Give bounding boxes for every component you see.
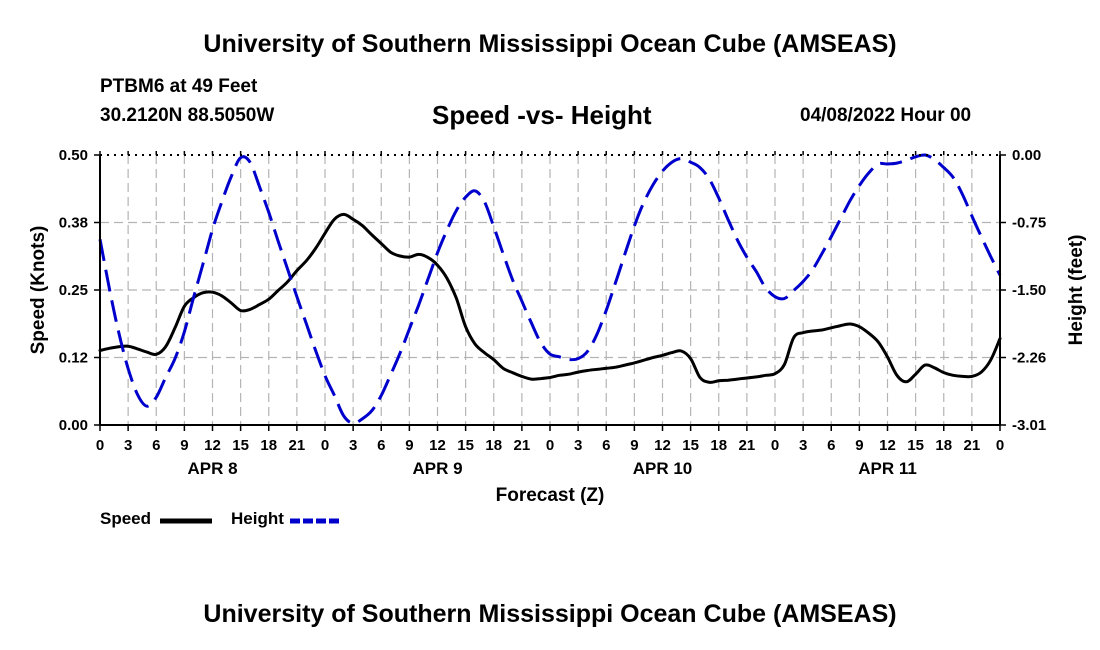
x-tick-label: 12 [204,437,221,454]
main-title: University of Southern Mississippi Ocean… [203,30,897,58]
legend-speed-label: Speed [100,509,152,528]
day-label: APR 10 [633,459,693,478]
y-left-tick-label: 0.00 [59,417,88,434]
x-tick-label: 0 [996,437,1004,454]
y-left-tick-label: 0.12 [59,350,88,367]
height-series-line [98,153,1002,425]
grid [94,151,1006,431]
y-left-tick-label: 0.38 [59,215,88,232]
y-left-tick-label: 0.25 [59,282,88,299]
y-right-tick-label: -3.01 [1012,417,1046,434]
footer-title: University of Southern Mississippi Ocean… [203,600,897,628]
chart-title: Speed -vs- Height [432,100,652,130]
x-tick-label: 0 [546,437,554,454]
legend-height-label: Height [231,509,284,528]
x-tick-label: 6 [827,437,835,454]
x-tick-label: 15 [907,437,924,454]
chart-datetime: 04/08/2022 Hour 00 [800,105,972,126]
y-right-tick-label: -0.75 [1012,215,1046,232]
x-tick-label: 15 [457,437,474,454]
x-tick-label: 9 [855,437,863,454]
x-tick-label: 3 [124,437,132,454]
axes [99,154,1001,426]
series-layer [98,153,1002,425]
x-axis-label: Forecast (Z) [496,485,605,506]
y-left-tick-label: 0.50 [59,147,88,164]
x-tick-label: 9 [405,437,413,454]
x-tick-label: 15 [682,437,699,454]
x-tick-label: 6 [602,437,610,454]
x-tick-label: 12 [879,437,896,454]
x-tick-label: 3 [574,437,582,454]
x-tick-label: 12 [429,437,446,454]
day-label: APR 9 [412,459,462,478]
speed-series-line [98,212,1002,384]
x-tick-label: 3 [349,437,357,454]
y-right-tick-label: 0.00 [1012,147,1041,164]
x-tick-label: 21 [514,437,531,454]
y-axis-left-label: Speed (Knots) [28,226,49,355]
x-tick-label: 18 [710,437,727,454]
day-label: APR 11 [858,459,917,478]
tick-labels: 0 3 6 9 12 15 18 21 0 3 6 9 12 15 18 21 0 3 6 9 12 15 18 21 0 3 6 9… [59,147,1046,478]
x-tick-label: 21 [739,437,756,454]
y-right-tick-label: -1.50 [1012,282,1046,299]
x-tick-label: 21 [289,437,306,454]
x-tick-label: 21 [964,437,981,454]
x-tick-label: 0 [96,437,104,454]
x-tick-label: 6 [377,437,385,454]
station-coords: 30.2120N 88.5050W [100,105,275,126]
x-tick-label: 15 [232,437,249,454]
y-axis-right-label: Height (feet) [1066,235,1087,346]
x-tick-label: 0 [771,437,779,454]
x-tick-label: 0 [321,437,329,454]
x-tick-label: 9 [180,437,188,454]
x-tick-label: 6 [152,437,160,454]
x-tick-label: 9 [630,437,638,454]
x-tick-label: 12 [654,437,671,454]
x-tick-label: 3 [799,437,807,454]
y-right-tick-label: -2.26 [1012,350,1046,367]
x-tick-label: 18 [260,437,277,454]
day-label: APR 8 [187,459,237,478]
x-tick-label: 18 [485,437,502,454]
station-name: PTBM6 at 49 Feet [100,76,258,97]
x-tick-label: 18 [935,437,952,454]
